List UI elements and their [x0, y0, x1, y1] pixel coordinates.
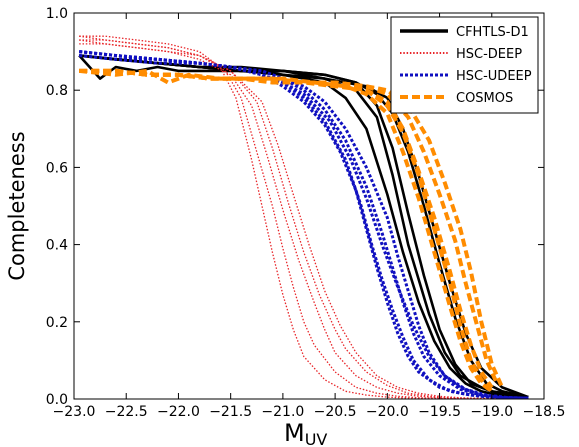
x-tick-label: −18.5: [523, 404, 566, 420]
legend-label-cosmos: COSMOS: [456, 91, 513, 106]
x-tick-label: −19.0: [470, 404, 513, 420]
series-line-hsc-deep-1: [79, 35, 529, 399]
x-tick-label: −23.0: [53, 404, 96, 420]
y-tick-label: 1.0: [46, 6, 68, 22]
y-tick-label: 0.0: [46, 392, 68, 408]
y-tick-label: 0.4: [46, 238, 68, 254]
x-tick-label: −20.5: [314, 404, 357, 420]
series-line-hsc-deep-4: [79, 35, 529, 399]
x-axis-label-main: M: [284, 419, 305, 447]
series-line-cfhtls-d1-5: [79, 54, 529, 399]
legend-label-cfhtls-d1: CFHTLS-D1: [456, 25, 529, 40]
y-tick-label: 0.6: [46, 160, 68, 176]
legend-label-hsc-deep: HSC-DEEP: [456, 47, 522, 62]
x-tick-label: −20.0: [366, 404, 409, 420]
series-line-cosmos-5: [79, 68, 494, 393]
x-tick-label: −22.5: [105, 404, 148, 420]
series-line-hsc-deep-2: [79, 39, 529, 399]
series-line-hsc-deep-3: [79, 43, 529, 399]
series-layer: [78, 35, 529, 399]
x-tick-label: −21.0: [261, 404, 304, 420]
x-tick-label: −21.5: [209, 404, 252, 420]
y-tick-label: 0.2: [46, 315, 68, 331]
x-axis-label-sub: UV: [305, 430, 328, 447]
plot-frame: [73, 12, 545, 400]
x-axis-label: MUV: [284, 419, 327, 447]
x-tick-label: −22.0: [157, 404, 200, 420]
x-tick-label: −19.5: [418, 404, 461, 420]
y-axis-label: Completeness: [5, 131, 29, 280]
series-line-hsc-deep-5: [79, 39, 529, 399]
series-line-hsc-udeep-5: [79, 50, 529, 399]
legend-label-hsc-udeep: HSC-UDEEP: [456, 69, 532, 84]
ticks-layer: −23.0 −22.5 −22.0 −21.5 −21.0 −20.5 −20.0 −19.5…: [46, 6, 566, 420]
y-tick-label: 0.8: [46, 83, 68, 99]
legend: CFHTLS-D1 HSC-DEEP HSC-UDEEP COSMOS: [390, 16, 539, 114]
